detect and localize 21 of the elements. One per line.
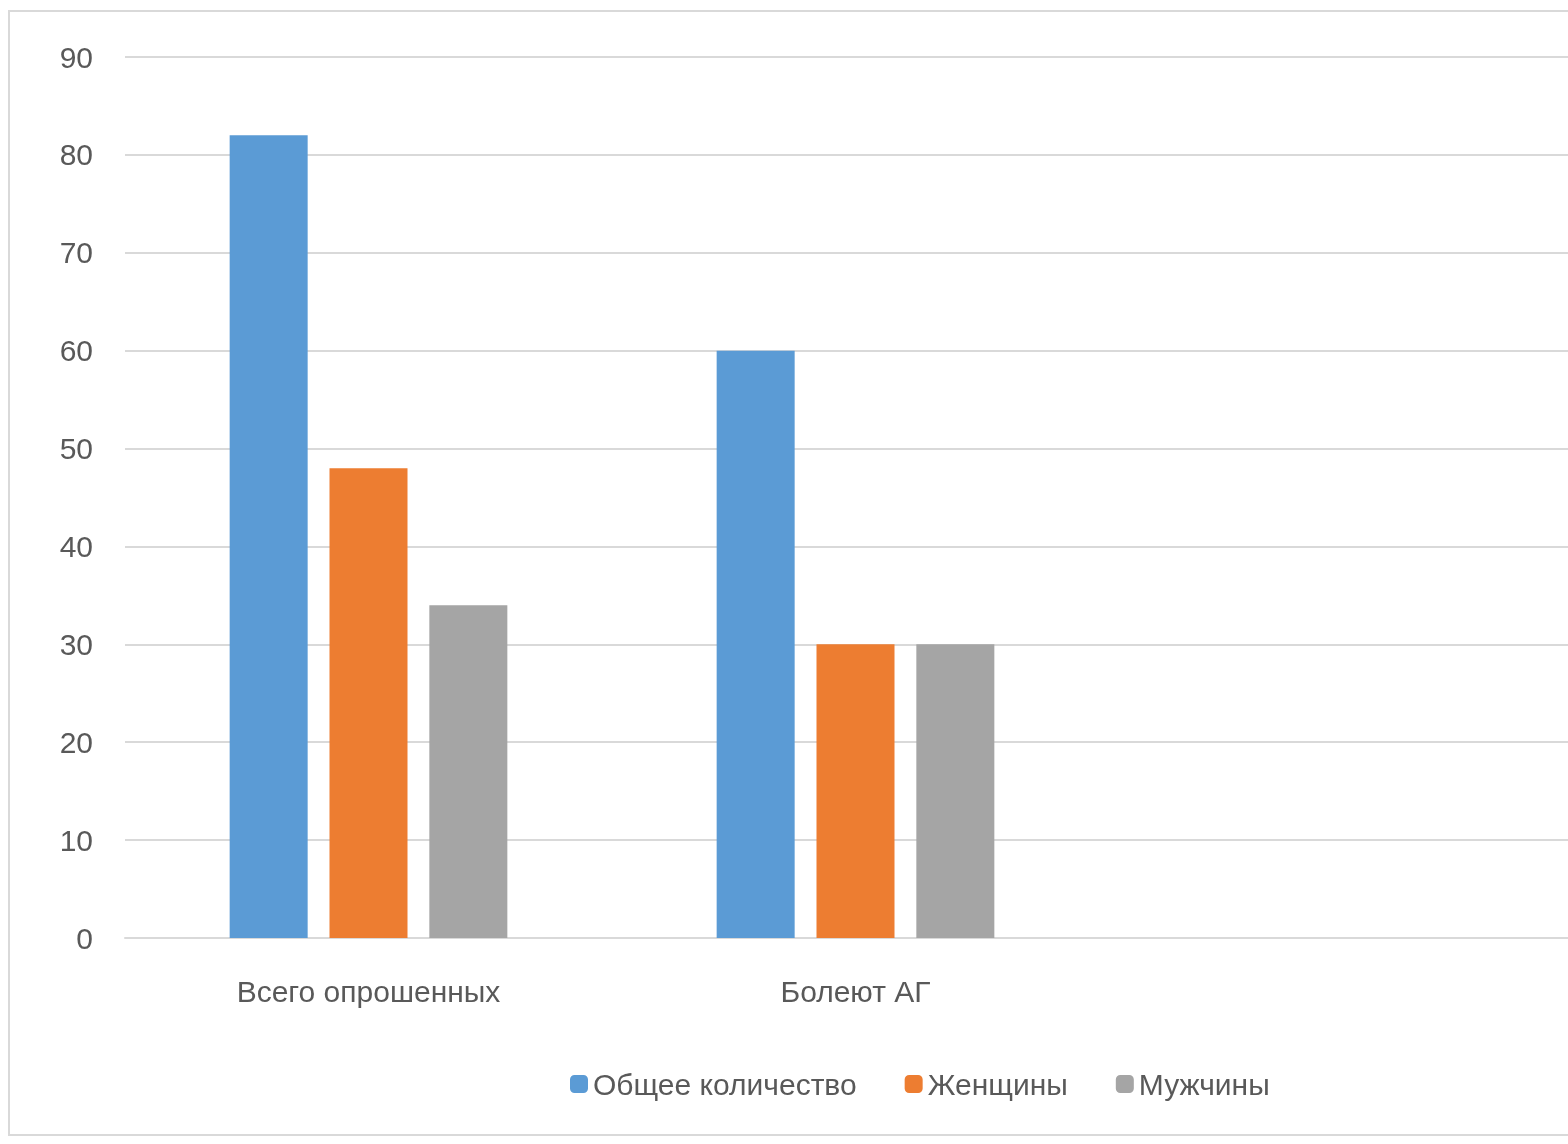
- x-tick-label: Болеют АГ: [780, 974, 931, 1008]
- legend-label: Общее количество: [593, 1067, 857, 1101]
- y-tick-label: 90: [59, 40, 93, 74]
- legend-label: Мужчины: [1138, 1067, 1270, 1101]
- y-tick-label: 40: [59, 529, 93, 563]
- bar: [716, 350, 795, 938]
- bar: [916, 644, 995, 938]
- y-tick-label: 70: [59, 236, 93, 270]
- bar: [816, 644, 895, 938]
- y-tick-label: 50: [59, 432, 93, 466]
- x-tick-label: Всего опрошенных: [236, 974, 501, 1008]
- y-tick-label: 20: [59, 725, 93, 759]
- y-tick-label: 60: [59, 334, 93, 368]
- y-tick-label: 30: [59, 627, 93, 661]
- legend-label: Женщины: [927, 1067, 1068, 1101]
- bar: [429, 605, 508, 938]
- y-tick-label: 80: [59, 138, 93, 172]
- bar: [329, 468, 408, 938]
- y-tick-label: 10: [59, 823, 93, 857]
- bar: [229, 135, 308, 938]
- y-tick-label: 0: [76, 921, 93, 955]
